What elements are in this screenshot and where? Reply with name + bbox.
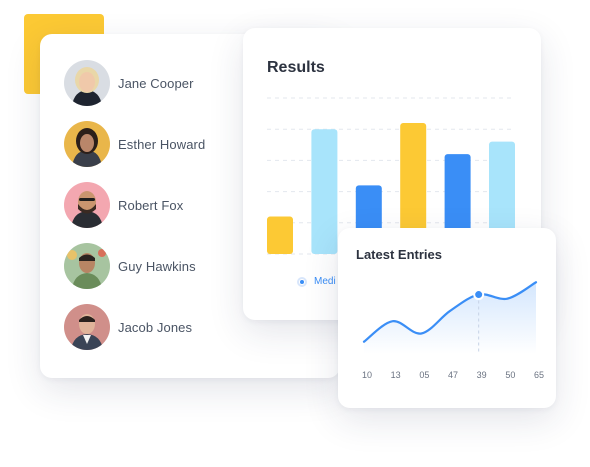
bar-1[interactable] (267, 216, 293, 254)
person-name: Esther Howard (118, 136, 206, 152)
avatar (64, 60, 110, 106)
person-item[interactable]: Esther Howard (64, 121, 264, 167)
x-tick-label: 50 (505, 370, 516, 380)
avatar (64, 304, 110, 350)
person-name: Jacob Jones (118, 319, 193, 335)
x-tick-label: 10 (361, 370, 372, 380)
legend-dot-icon (297, 276, 307, 287)
latest-entries-line-chart (362, 281, 538, 354)
latest-entries-card: Latest Entries 10 13 05 47 39 50 65 (338, 228, 556, 408)
avatar (64, 121, 110, 167)
bar-4[interactable] (400, 122, 427, 255)
area-fill (364, 282, 536, 354)
results-title: Results (267, 59, 325, 76)
person-name: Robert Fox (118, 197, 184, 213)
person-item[interactable]: Jane Cooper (64, 60, 264, 106)
latest-entries-title: Latest Entries (356, 247, 442, 262)
x-tick-label: 13 (390, 370, 401, 380)
person-item[interactable]: Jacob Jones (64, 304, 264, 350)
avatar (64, 182, 110, 228)
legend-label: Medi (314, 276, 336, 287)
bar-2[interactable] (311, 129, 338, 254)
series-line (362, 281, 538, 343)
x-tick-label: 65 (533, 370, 544, 380)
x-tick-label: 05 (419, 370, 430, 380)
person-name: Jane Cooper (118, 75, 194, 91)
x-tick-label: 39 (476, 370, 487, 380)
avatar (64, 243, 110, 289)
person-item[interactable]: Guy Hawkins (64, 243, 264, 289)
bar-6[interactable] (489, 141, 515, 254)
person-name: Guy Hawkins (118, 258, 196, 274)
highlight-point[interactable] (473, 289, 485, 301)
person-item[interactable]: Robert Fox (64, 182, 264, 228)
chart-legend[interactable]: Medi (297, 276, 336, 287)
x-axis-labels: 10 13 05 47 39 50 65 (338, 370, 556, 382)
x-tick-label: 47 (447, 370, 458, 380)
